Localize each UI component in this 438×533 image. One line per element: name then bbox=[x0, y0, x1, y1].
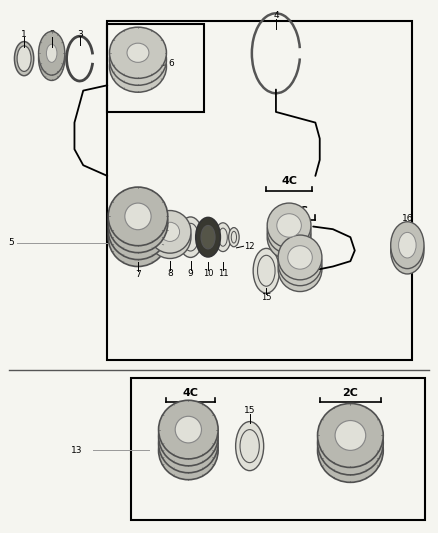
Ellipse shape bbox=[267, 203, 311, 248]
Ellipse shape bbox=[391, 227, 424, 274]
Ellipse shape bbox=[108, 201, 168, 260]
Ellipse shape bbox=[175, 430, 201, 457]
Ellipse shape bbox=[236, 422, 264, 471]
Text: 8: 8 bbox=[167, 269, 173, 278]
Ellipse shape bbox=[278, 247, 322, 292]
Ellipse shape bbox=[253, 248, 279, 293]
Ellipse shape bbox=[215, 223, 231, 252]
Ellipse shape bbox=[335, 421, 366, 450]
Ellipse shape bbox=[267, 215, 311, 260]
Ellipse shape bbox=[159, 407, 218, 466]
Ellipse shape bbox=[110, 34, 166, 85]
Ellipse shape bbox=[399, 238, 416, 263]
Ellipse shape bbox=[160, 228, 180, 247]
Text: 9: 9 bbox=[187, 269, 194, 278]
Text: 5: 5 bbox=[8, 238, 14, 247]
Ellipse shape bbox=[175, 416, 201, 443]
Ellipse shape bbox=[335, 428, 366, 458]
Text: 7: 7 bbox=[135, 270, 141, 279]
Text: 3: 3 bbox=[77, 30, 83, 39]
Ellipse shape bbox=[178, 217, 203, 257]
Ellipse shape bbox=[127, 43, 149, 62]
Text: 16: 16 bbox=[402, 214, 413, 223]
Text: 4C: 4C bbox=[281, 176, 297, 186]
Ellipse shape bbox=[14, 42, 34, 76]
Bar bbox=[107, 21, 412, 360]
Ellipse shape bbox=[399, 232, 416, 258]
Ellipse shape bbox=[277, 214, 301, 237]
Ellipse shape bbox=[318, 411, 383, 475]
Ellipse shape bbox=[46, 44, 57, 62]
Ellipse shape bbox=[288, 257, 312, 281]
Ellipse shape bbox=[125, 210, 151, 237]
Ellipse shape bbox=[149, 216, 191, 259]
Ellipse shape bbox=[175, 437, 201, 464]
Ellipse shape bbox=[201, 225, 215, 249]
Ellipse shape bbox=[159, 421, 218, 480]
Text: 2C: 2C bbox=[292, 206, 308, 215]
Ellipse shape bbox=[277, 220, 301, 243]
Ellipse shape bbox=[183, 223, 198, 251]
Ellipse shape bbox=[335, 435, 366, 465]
Bar bbox=[131, 378, 425, 520]
Text: 1: 1 bbox=[21, 30, 27, 39]
Ellipse shape bbox=[125, 217, 151, 244]
Ellipse shape bbox=[39, 37, 65, 80]
Ellipse shape bbox=[391, 222, 424, 269]
Ellipse shape bbox=[229, 228, 239, 247]
Text: 2C: 2C bbox=[343, 388, 358, 398]
Ellipse shape bbox=[267, 209, 311, 254]
Text: 4: 4 bbox=[273, 12, 279, 20]
Ellipse shape bbox=[17, 46, 31, 71]
Ellipse shape bbox=[318, 418, 383, 482]
Text: 13: 13 bbox=[71, 446, 82, 455]
Ellipse shape bbox=[125, 224, 151, 251]
Ellipse shape bbox=[175, 423, 201, 450]
Ellipse shape bbox=[231, 231, 237, 243]
Text: 11: 11 bbox=[218, 269, 228, 278]
Ellipse shape bbox=[127, 50, 149, 69]
Text: 4C: 4C bbox=[183, 388, 198, 398]
Ellipse shape bbox=[159, 414, 218, 473]
Ellipse shape bbox=[278, 241, 322, 286]
Ellipse shape bbox=[110, 41, 166, 92]
Ellipse shape bbox=[159, 400, 218, 459]
Bar bbox=[107, 24, 204, 112]
Ellipse shape bbox=[160, 222, 180, 241]
Ellipse shape bbox=[318, 403, 383, 467]
Ellipse shape bbox=[108, 187, 168, 246]
Ellipse shape bbox=[39, 31, 65, 75]
Ellipse shape bbox=[149, 211, 191, 253]
Ellipse shape bbox=[108, 208, 168, 266]
Ellipse shape bbox=[46, 50, 57, 68]
Ellipse shape bbox=[277, 225, 301, 249]
Ellipse shape bbox=[219, 228, 227, 246]
Text: 12: 12 bbox=[244, 242, 255, 251]
Ellipse shape bbox=[240, 430, 259, 463]
Ellipse shape bbox=[110, 27, 166, 78]
Text: 15: 15 bbox=[244, 406, 255, 415]
Text: 15: 15 bbox=[261, 293, 272, 302]
Text: 2: 2 bbox=[49, 30, 54, 39]
Ellipse shape bbox=[288, 252, 312, 275]
Ellipse shape bbox=[258, 255, 275, 286]
Ellipse shape bbox=[196, 217, 220, 257]
Ellipse shape bbox=[278, 235, 322, 280]
Text: 6: 6 bbox=[168, 60, 174, 68]
Ellipse shape bbox=[108, 194, 168, 253]
Text: 10: 10 bbox=[203, 269, 213, 278]
Ellipse shape bbox=[127, 57, 149, 76]
Ellipse shape bbox=[288, 246, 312, 269]
Ellipse shape bbox=[125, 203, 151, 230]
Text: 14: 14 bbox=[284, 269, 294, 278]
